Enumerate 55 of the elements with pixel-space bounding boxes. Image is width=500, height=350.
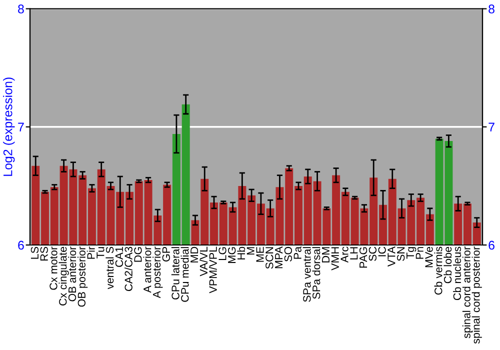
x-tick-label: ventral S	[106, 246, 114, 290]
x-tick-label: DM	[322, 247, 330, 262]
y2-tick-label: 7	[488, 122, 494, 132]
x-tick-label: SPa ventral	[302, 247, 311, 302]
x-tick-label: SC	[368, 246, 377, 261]
x-tick-label: MPA	[275, 246, 283, 268]
x-tick-label: OB anterior	[68, 246, 76, 302]
x-tick-label: SO	[284, 246, 292, 262]
x-tick-label: spinal cord anterior	[462, 246, 473, 338]
x-tick-label: Pn	[416, 247, 424, 259]
x-tick-label: CA2/CA3	[124, 246, 132, 291]
x-tick-label: Cb vermis	[434, 246, 442, 295]
x-tick-label: Cx cingulate	[58, 246, 69, 306]
x-tick-label: PAG	[359, 247, 368, 268]
x-tick-label: DG	[134, 247, 142, 262]
x-tick-label: LH	[350, 247, 358, 260]
x-tick-label: MVe	[425, 246, 433, 268]
x-tick-label: OB posterior	[78, 246, 88, 307]
x-tick-label: Tg	[406, 247, 416, 259]
y-tick-label: 6	[18, 240, 24, 250]
x-tick-label: VA/VL	[200, 246, 208, 276]
x-tick-label: LG	[218, 247, 226, 260]
x-tick-label: LS	[30, 246, 39, 259]
x-tick-label: CPu medial	[180, 247, 189, 302]
x-tick-label: A posterior	[152, 246, 163, 298]
x-tick-label: CA1	[115, 246, 124, 267]
x-tick-label: MG	[228, 247, 236, 263]
x-tick-label: M	[246, 247, 254, 255]
x-tick-label: GP	[162, 246, 170, 262]
x-tick-label: CPu lateral	[171, 247, 180, 300]
y-tick-label: 8	[18, 4, 24, 14]
x-tick-label: SCN	[266, 247, 274, 269]
x-tick-label: ME	[256, 246, 264, 262]
x-tick-label: A anterior	[143, 246, 152, 293]
x-tick-label: Cx motor	[50, 246, 58, 290]
y2-tick-label: 6	[488, 240, 494, 250]
x-tick-label: Pa	[294, 246, 302, 259]
x-tick-label: Tu	[96, 247, 104, 258]
y2-tick-label: 8	[488, 4, 494, 14]
x-tick-label: Cb nucleus	[453, 246, 461, 300]
x-tick-label: spinal cord posterior	[472, 246, 482, 344]
x-tick-label: MD	[190, 246, 198, 262]
y-axis-title: Log2 (expression)	[3, 78, 15, 176]
x-tick-label: SPa dorsal	[312, 247, 320, 299]
x-tick-label: Arc	[340, 246, 348, 263]
x-tick-label: Hb	[237, 246, 246, 260]
y-tick-label: 7	[18, 122, 24, 132]
x-tick-label: IC	[378, 246, 386, 256]
x-tick-label: RS	[40, 246, 48, 261]
x-tick-label: VTA	[388, 246, 396, 267]
x-tick-label: VMH	[331, 247, 339, 270]
x-tick-label: Pir	[86, 246, 95, 259]
x-tick-label: Cb lobe	[444, 246, 452, 284]
x-tick-label: VPM/VPL	[208, 246, 217, 294]
x-tick-label: SN	[397, 247, 405, 261]
